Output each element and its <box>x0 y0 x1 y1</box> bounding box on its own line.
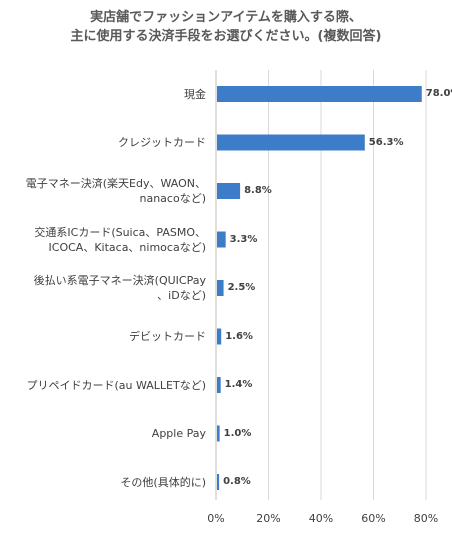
category-label-4: 後払い系電子マネー決済(QUICPay 、iDなど) <box>34 273 206 303</box>
category-label-7-line-0: Apple Pay <box>151 427 206 440</box>
bar-3 <box>217 231 226 248</box>
bar-4 <box>217 280 224 296</box>
value-label-8: 0.8% <box>223 476 251 487</box>
value-label-4: 2.5% <box>227 282 256 293</box>
chart-title-line-2: 主に使用する決済手段をお選びください。(複数回答) <box>70 29 382 44</box>
value-label-0: 78.0% <box>425 88 452 99</box>
value-label-6: 1.4% <box>224 379 253 390</box>
category-label-3-line-0: 交通系ICカード(Suica、PASMO、 <box>34 225 206 239</box>
category-label-6-line-0: プリペイドカード(au WALLETなど) <box>26 378 206 392</box>
value-label-2: 8.8% <box>244 185 272 196</box>
bar-2 <box>217 183 241 199</box>
chart-title: 実店舗でファッションアイテムを購入する際、 主に使用する決済手段をお選びください… <box>0 8 452 46</box>
value-label-7: 1.0% <box>223 427 252 439</box>
x-tick-label-1: 20% <box>256 512 281 525</box>
category-label-0: 現金 <box>184 87 206 102</box>
category-label-8-line-0: その他(具体的に) <box>120 475 206 489</box>
bar-0 <box>217 86 422 102</box>
bar-1 <box>217 134 365 151</box>
x-tick-label-4: 80% <box>413 512 439 525</box>
bar-5 <box>217 328 222 345</box>
bar-7 <box>217 425 220 442</box>
category-label-2-line-0: 電子マネー決済(楽天Edy、WAON、 <box>25 177 206 190</box>
category-label-1: クレジットカード <box>118 135 206 150</box>
category-label-4-line-0: 後払い系電子マネー決済(QUICPay <box>33 274 206 287</box>
category-label-7: Apple Pay <box>152 426 206 441</box>
category-label-6: プリペイドカード(au WALLETなど) <box>26 378 206 393</box>
x-tick-label-0: 0% <box>207 512 225 525</box>
category-label-5: デビットカード <box>129 329 206 344</box>
bars <box>217 86 422 490</box>
value-label-3: 3.3% <box>229 233 258 245</box>
category-label-8: その他(具体的に) <box>120 475 206 490</box>
category-label-3-line-1: ICOCA、Kitaca、nimocaなど) <box>48 240 206 254</box>
bar-6 <box>217 377 221 393</box>
x-tick-label-3: 60% <box>361 512 386 525</box>
category-label-0-line-0: 現金 <box>184 87 206 101</box>
chart-title-line-1: 実店舗でファッションアイテムを購入する際、 <box>90 10 362 25</box>
value-label-5: 1.6% <box>225 330 253 342</box>
category-label-2-line-1: nanacoなど) <box>139 192 207 205</box>
x-tick-label-2: 40% <box>308 512 334 525</box>
value-label-1: 56.3% <box>368 136 404 148</box>
category-label-4-line-1: 、iDなど) <box>157 289 206 302</box>
category-label-5-line-0: デビットカード <box>129 330 206 343</box>
category-label-3: 交通系ICカード(Suica、PASMO、 ICOCA、Kitaca、nimoca… <box>34 225 206 255</box>
category-label-1-line-0: クレジットカード <box>118 136 206 149</box>
category-label-2: 電子マネー決済(楽天Edy、WAON、 nanacoなど) <box>26 176 206 206</box>
bar-8 <box>217 474 220 490</box>
